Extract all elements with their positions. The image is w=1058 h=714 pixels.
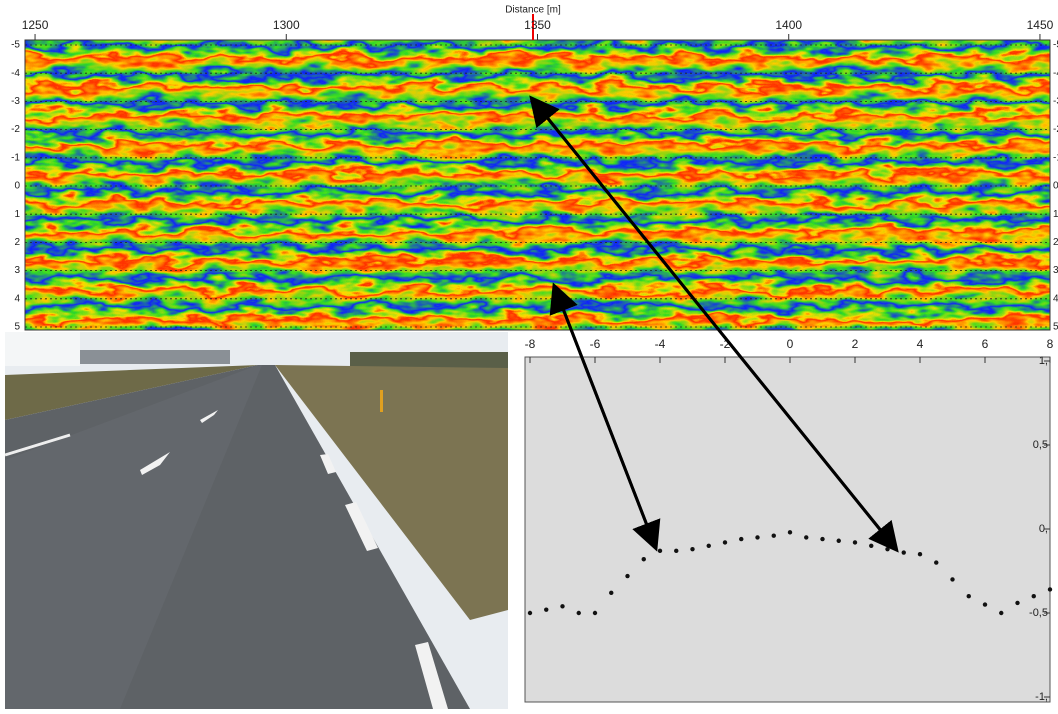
figure: Distance [m] 12501300135014001450-5-5-4-…	[0, 0, 1058, 709]
point	[560, 604, 564, 608]
point	[690, 547, 694, 551]
y-tick-label-right: -3	[1053, 96, 1058, 107]
y-tick-label: 1	[14, 209, 20, 220]
point	[820, 537, 824, 541]
x-axis-label: Distance [m]	[505, 5, 561, 16]
point	[772, 534, 776, 538]
point	[788, 530, 792, 534]
y-tick-label: -1	[11, 152, 20, 163]
point	[902, 550, 906, 554]
y-tick-label-right: -4	[1053, 68, 1058, 79]
point	[544, 607, 548, 611]
point	[853, 540, 857, 544]
point	[739, 537, 743, 541]
y-tick-label-right: 0	[1053, 181, 1058, 192]
y-tick-label: 4	[14, 293, 20, 304]
point	[983, 602, 987, 606]
y-tick-label: -5	[11, 40, 20, 51]
x-tick-label: 8	[1047, 337, 1054, 351]
point	[999, 611, 1003, 615]
profile-plot-area	[525, 357, 1050, 702]
y-tick-label-right: 3	[1053, 265, 1058, 276]
x-tick-label: -6	[590, 337, 601, 351]
point	[950, 577, 954, 581]
x-tick-label: 6	[982, 337, 989, 351]
y-tick-label: 2	[14, 237, 20, 248]
point	[674, 549, 678, 553]
point	[918, 552, 922, 556]
y-tick-label-right: 5	[1053, 322, 1058, 333]
point	[528, 611, 532, 615]
y-tick-label: -4	[11, 68, 20, 79]
point	[755, 535, 759, 539]
point	[609, 591, 613, 595]
point	[1015, 601, 1019, 605]
y-tick-label-right: 1	[1053, 209, 1058, 220]
point	[885, 547, 889, 551]
x-tick-label: 1450	[1027, 18, 1054, 32]
y-tick-label-right: -2	[1053, 124, 1058, 135]
y-tick-label: 3	[14, 265, 20, 276]
x-tick-label: 1300	[273, 18, 300, 32]
point	[1048, 587, 1052, 591]
y-tick-label: 5	[14, 322, 20, 333]
x-tick-label: 0	[787, 337, 794, 351]
point	[869, 544, 873, 548]
point	[625, 574, 629, 578]
x-tick-label: 1250	[22, 18, 49, 32]
x-tick-label: 1400	[775, 18, 802, 32]
x-tick-label: -4	[655, 337, 666, 351]
point	[804, 535, 808, 539]
y-tick-label: -3	[11, 96, 20, 107]
x-tick-label: 4	[917, 337, 924, 351]
y-tick-label-right: 2	[1053, 237, 1058, 248]
y-tick-label-right: 4	[1053, 293, 1058, 304]
point	[593, 611, 597, 615]
radargram-image	[0, 20, 1058, 350]
page: {"radargram": {"xlabel": "Distance [m]",…	[0, 0, 1058, 709]
y-tick-label-right: -5	[1053, 40, 1058, 51]
point	[658, 549, 662, 553]
point	[837, 539, 841, 543]
point	[723, 540, 727, 544]
x-tick-label: 1350	[524, 18, 551, 32]
point	[577, 611, 581, 615]
point	[934, 560, 938, 564]
point	[642, 557, 646, 561]
point	[1032, 594, 1036, 598]
point	[707, 544, 711, 548]
x-tick-label: 2	[852, 337, 859, 351]
point	[967, 594, 971, 598]
x-tick-label: -8	[525, 337, 536, 351]
y-tick-label-right: -1	[1053, 152, 1058, 163]
road-photo	[5, 332, 508, 709]
y-tick-label: -2	[11, 124, 20, 135]
y-tick-label: 0	[14, 181, 20, 192]
